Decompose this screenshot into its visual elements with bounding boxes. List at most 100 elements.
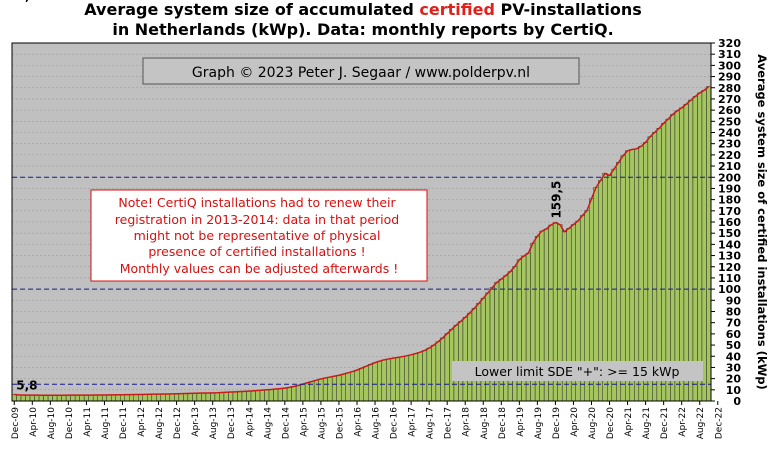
- bar: [47, 395, 53, 402]
- y-tick-label: 130: [718, 250, 741, 263]
- bar: [151, 393, 157, 402]
- y-tick-label: 170: [718, 205, 741, 218]
- bar: [656, 128, 662, 402]
- bar: [701, 89, 707, 402]
- bar: [426, 347, 432, 402]
- bar: [29, 394, 35, 402]
- bar: [174, 393, 180, 402]
- y-tick-label: 200: [718, 171, 741, 184]
- y-tick-label: 90: [726, 294, 742, 307]
- y-tick-label: 250: [718, 115, 741, 128]
- x-tick-label: Apr-14: [245, 407, 255, 437]
- bar: [52, 395, 58, 402]
- y-tick-label: 70: [726, 317, 742, 330]
- bar: [340, 373, 346, 402]
- bar: [422, 350, 428, 402]
- bar: [476, 303, 482, 402]
- bar: [322, 377, 328, 402]
- bar: [25, 394, 31, 402]
- x-tick-label: Aug-19: [534, 407, 544, 440]
- bar: [196, 392, 202, 402]
- x-tick-label: Dec-18: [498, 407, 508, 439]
- y-tick-label: 240: [718, 127, 741, 140]
- bar: [268, 389, 274, 402]
- bar: [241, 391, 247, 402]
- bar: [133, 394, 139, 402]
- bar: [205, 392, 211, 402]
- x-tick-label: Apr-11: [83, 407, 93, 437]
- x-tick-label: Aug-22: [696, 407, 706, 439]
- x-tick-label: Aug-10: [47, 407, 57, 440]
- bar: [480, 297, 486, 402]
- value-label: 281,1: [0, 0, 38, 3]
- bar: [462, 317, 468, 402]
- bar: [255, 390, 261, 402]
- x-tick-label: Apr-13: [191, 407, 201, 437]
- bar: [83, 394, 89, 402]
- bar: [232, 391, 238, 402]
- x-tick-label: Dec-19: [552, 407, 562, 439]
- bar: [350, 371, 355, 402]
- bar: [440, 337, 446, 402]
- bar: [291, 386, 297, 402]
- bar: [214, 392, 220, 402]
- bar: [652, 132, 658, 402]
- bar: [318, 378, 324, 402]
- y-tick-label: 110: [718, 272, 741, 285]
- note-box: Note! CertiQ installations had to renew …: [90, 189, 428, 282]
- bar: [147, 394, 153, 402]
- bar: [88, 394, 94, 402]
- bar: [264, 389, 270, 402]
- y-tick-label: 230: [718, 138, 741, 151]
- chart-title-line-1: Average system size of accumulated certi…: [0, 0, 726, 20]
- bar: [43, 395, 49, 402]
- y-tick-label: 60: [726, 328, 742, 341]
- bar: [165, 393, 171, 402]
- bar: [79, 394, 85, 402]
- note-text: Note! CertiQ installations had to renew …: [115, 195, 403, 276]
- y-tick-label: 260: [718, 104, 741, 117]
- x-tick-label: Apr-19: [516, 407, 526, 437]
- bar: [679, 107, 685, 402]
- y-tick-label: 0: [733, 395, 741, 408]
- x-tick-label: Apr-22: [678, 407, 688, 437]
- bar: [674, 110, 680, 402]
- bar: [417, 351, 423, 402]
- bar: [363, 366, 369, 402]
- x-tick-label: Apr-12: [137, 407, 147, 437]
- x-tick-label: Aug-11: [101, 407, 111, 439]
- x-tick-label: Dec-22: [714, 407, 724, 439]
- bar: [372, 362, 378, 402]
- lower-limit-text: Lower limit SDE "+": >= 15 kWp: [475, 364, 680, 379]
- bar: [65, 394, 71, 402]
- bar: [138, 394, 144, 402]
- x-tick-label: Apr-21: [624, 407, 634, 437]
- x-tick-label: Apr-10: [29, 407, 39, 437]
- bar: [503, 275, 509, 402]
- bar: [38, 395, 44, 402]
- y-tick-label: 140: [718, 238, 741, 251]
- note-line-1: Note! CertiQ installations had to renew …: [118, 195, 396, 210]
- bar: [471, 308, 477, 402]
- bar: [413, 353, 419, 402]
- bar: [444, 333, 450, 402]
- x-tick-label: Dec-14: [281, 407, 291, 439]
- bar: [670, 114, 676, 402]
- chart-title: Average system size of accumulated certi…: [0, 0, 726, 40]
- bar: [273, 388, 279, 402]
- bar: [697, 92, 703, 402]
- bar: [106, 394, 112, 402]
- y-tick-label: 100: [718, 283, 741, 296]
- x-tick-label: Dec-15: [335, 407, 345, 439]
- bar: [304, 382, 310, 402]
- bar: [20, 394, 26, 402]
- bar: [70, 394, 76, 402]
- bar: [56, 395, 62, 402]
- bar: [124, 394, 130, 402]
- y-tick-label: 290: [718, 71, 741, 84]
- bar: [210, 392, 216, 402]
- bar: [192, 393, 198, 402]
- x-tick-label: Aug-16: [372, 407, 382, 440]
- reference-lines: [12, 176, 711, 385]
